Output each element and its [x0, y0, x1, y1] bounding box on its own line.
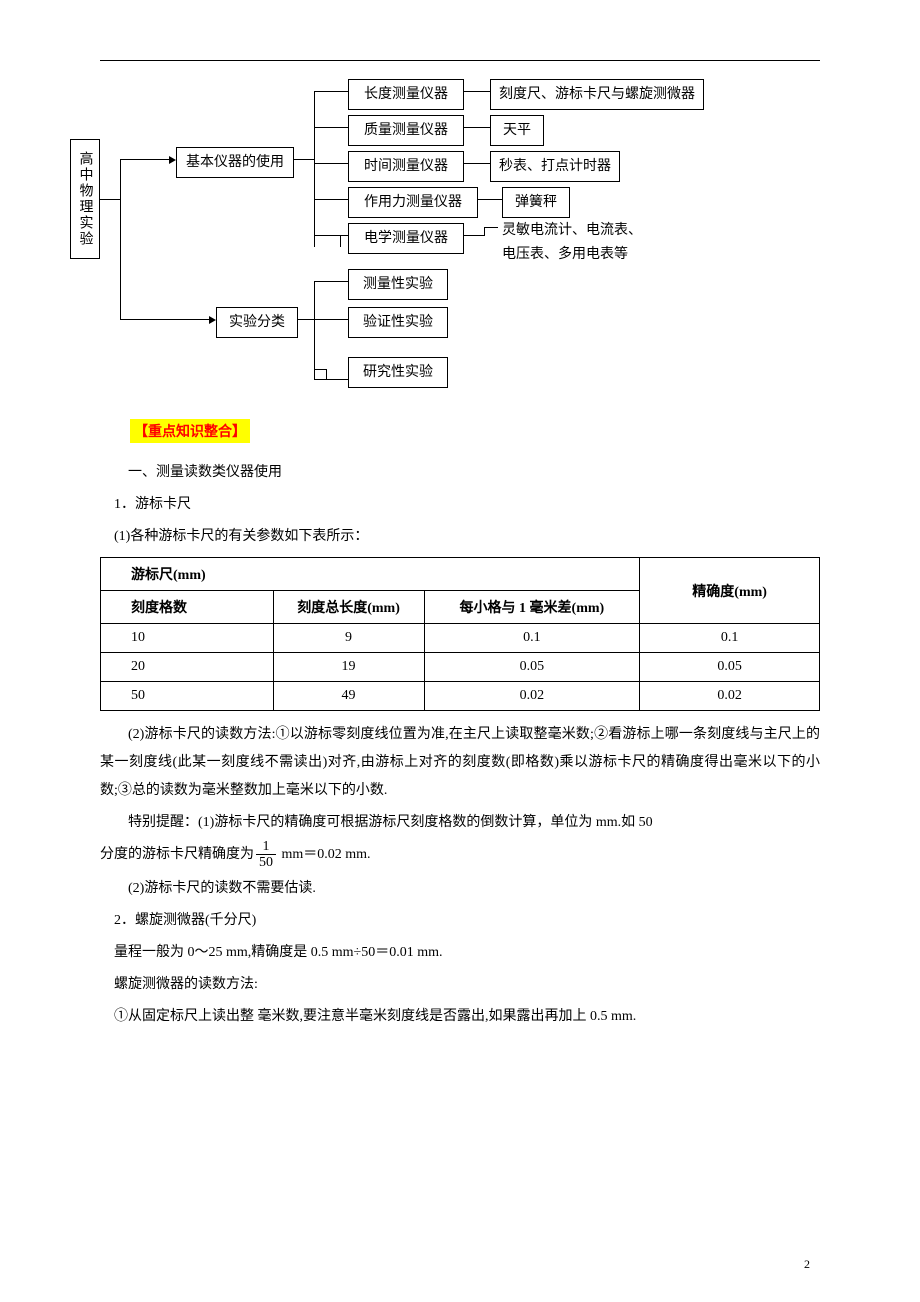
para-reading-method: (2)游标卡尺的读数方法:①以游标零刻度线位置为准,在主尺上读取整毫米数;②看游…	[100, 721, 820, 805]
th-main: 游标尺(mm)	[101, 558, 640, 591]
right-length: 刻度尺、游标卡尺与螺旋测微器	[490, 79, 704, 110]
conn	[464, 91, 490, 92]
conn	[100, 199, 120, 200]
heading-2: 1．游标卡尺	[100, 491, 820, 519]
th-precision: 精确度(mm)	[640, 558, 820, 624]
mid-research-exp: 研究性实验	[348, 357, 448, 388]
th-sub1: 刻度格数	[101, 591, 274, 624]
conn	[464, 235, 484, 236]
right-force: 弹簧秤	[502, 187, 570, 218]
conn	[314, 235, 348, 236]
root-box: 高中物理实验	[70, 139, 100, 259]
cell: 10	[101, 624, 274, 653]
conn	[120, 159, 170, 160]
cell: 19	[273, 653, 424, 682]
conn	[314, 163, 348, 164]
right-mass: 天平	[490, 115, 544, 146]
conn	[326, 369, 327, 379]
mid-mass: 质量测量仪器	[348, 115, 464, 146]
conn	[314, 369, 326, 370]
conn	[314, 379, 348, 380]
right-elec: 灵敏电流计、电流表、 电压表、多用电表等	[502, 219, 642, 267]
mid-force: 作用力测量仪器	[348, 187, 478, 218]
conn	[314, 91, 348, 92]
conn	[464, 163, 490, 164]
conn	[464, 127, 490, 128]
table-row: 50 49 0.02 0.02	[101, 682, 820, 711]
fraction-num: 1	[256, 839, 276, 855]
mid-length: 长度测量仪器	[348, 79, 464, 110]
section-badge: 【重点知识整合】	[130, 419, 250, 443]
fraction-den: 50	[256, 855, 276, 870]
conn	[294, 159, 314, 160]
conn	[314, 319, 348, 320]
conn	[314, 127, 348, 128]
th-sub2: 刻度总长度(mm)	[273, 591, 424, 624]
heading-1: 一、测量读数类仪器使用	[100, 459, 820, 487]
flowchart: 高中物理实验 基本仪器的使用 实验分类 长度测量仪器 质量测量仪器 时间测量仪器…	[70, 79, 820, 399]
conn	[120, 319, 210, 320]
page-container: 高中物理实验 基本仪器的使用 实验分类 长度测量仪器 质量测量仪器 时间测量仪器…	[0, 0, 920, 1302]
cell: 0.05	[424, 653, 640, 682]
para-note-line2: 分度的游标卡尺精确度为150 mm＝0.02 mm.	[100, 839, 820, 871]
right-time: 秒表、打点计时器	[490, 151, 620, 182]
mid-verify-exp: 验证性实验	[348, 307, 448, 338]
right-elec-line1: 灵敏电流计、电流表、	[502, 223, 642, 238]
mid-time: 时间测量仪器	[348, 151, 464, 182]
th-sub3: 每小格与 1 毫米差(mm)	[424, 591, 640, 624]
cell: 49	[273, 682, 424, 711]
cat-experiments: 实验分类	[216, 307, 298, 338]
conn	[484, 227, 485, 236]
conn	[340, 235, 341, 247]
conn	[120, 159, 121, 319]
cell: 0.02	[424, 682, 640, 711]
para-no-estimate: (2)游标卡尺的读数不需要估读.	[100, 875, 820, 903]
note-post: mm＝0.02 mm.	[278, 847, 371, 862]
table-row: 20 19 0.05 0.05	[101, 653, 820, 682]
para-method-title: 螺旋测微器的读数方法:	[100, 971, 820, 999]
table-row: 10 9 0.1 0.1	[101, 624, 820, 653]
cat-instruments: 基本仪器的使用	[176, 147, 294, 178]
conn	[484, 227, 498, 228]
top-rule	[100, 60, 820, 61]
cell: 50	[101, 682, 274, 711]
conn	[478, 199, 502, 200]
conn	[314, 199, 348, 200]
page-number: 2	[804, 1257, 810, 1272]
cell: 20	[101, 653, 274, 682]
para-note-line1: 特别提醒：(1)游标卡尺的精确度可根据游标尺刻度格数的倒数计算，单位为 mm.如…	[100, 809, 820, 837]
vernier-table: 游标尺(mm) 精确度(mm) 刻度格数 刻度总长度(mm) 每小格与 1 毫米…	[100, 557, 820, 711]
para-range: 量程一般为 0～25 mm,精确度是 0.5 mm÷50＝0.01 mm.	[100, 939, 820, 967]
conn	[314, 281, 315, 379]
table-row: 游标尺(mm) 精确度(mm)	[101, 558, 820, 591]
cell: 0.1	[424, 624, 640, 653]
fraction: 150	[256, 839, 276, 871]
cell: 0.05	[640, 653, 820, 682]
para-method-1: ①从固定标尺上读出整 毫米数,要注意半毫米刻度线是否露出,如果露出再加上 0.5…	[100, 1003, 820, 1031]
note-pre: 分度的游标卡尺精确度为	[100, 847, 254, 862]
cell: 0.1	[640, 624, 820, 653]
mid-measure-exp: 测量性实验	[348, 269, 448, 300]
conn	[314, 91, 315, 247]
right-elec-line2: 电压表、多用电表等	[502, 247, 628, 262]
heading-3: 2．螺旋测微器(千分尺)	[100, 907, 820, 935]
cell: 9	[273, 624, 424, 653]
cell: 0.02	[640, 682, 820, 711]
para-table-intro: (1)各种游标卡尺的有关参数如下表所示：	[100, 523, 820, 551]
mid-elec: 电学测量仪器	[348, 223, 464, 254]
conn	[298, 319, 314, 320]
conn	[314, 281, 348, 282]
